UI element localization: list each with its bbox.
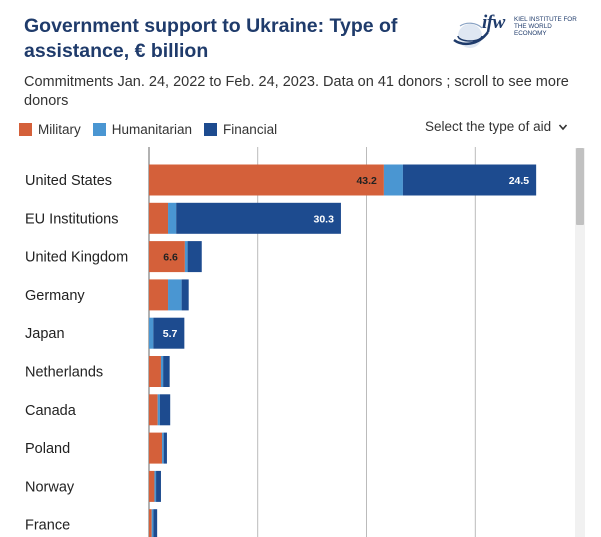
kiel-institute-logo: ifw KIEL INSTITUTE FOR THE WORLD ECONOMY <box>452 10 577 58</box>
bar-humanitarian[interactable] <box>160 356 164 387</box>
legend-swatch-military <box>19 122 32 136</box>
category-label: United Kingdom <box>25 250 128 266</box>
bar-humanitarian[interactable] <box>184 241 188 273</box>
bar-military[interactable] <box>149 202 169 234</box>
bar-military[interactable] <box>149 432 163 464</box>
bar-military[interactable] <box>149 164 384 196</box>
category-label: Japan <box>25 326 65 342</box>
bar-military[interactable] <box>149 509 152 537</box>
bar-humanitarian[interactable] <box>154 470 157 502</box>
legend-swatch-humanitarian <box>92 122 106 136</box>
bar-financial[interactable] <box>163 432 167 464</box>
legend-item-financial: Financial <box>204 122 277 137</box>
legend-label-financial: Financial <box>223 121 278 137</box>
bar-financial[interactable] <box>156 470 161 502</box>
category-label: EU Institutions <box>25 211 119 227</box>
category-label: Netherlands <box>25 365 103 381</box>
bar-military[interactable] <box>149 279 169 311</box>
bar-financial[interactable] <box>187 241 202 273</box>
chart-scrollbar-thumb[interactable] <box>576 148 584 225</box>
category-label: Germany <box>25 288 85 304</box>
logo-institute-name: KIEL INSTITUTE FOR THE WORLD ECONOMY <box>514 16 577 37</box>
aid-type-dropdown-label: Select the type of aid <box>425 119 552 134</box>
chart-title: Government support to Ukraine: Type of a… <box>24 15 398 62</box>
bar-financial[interactable] <box>402 164 537 196</box>
data-label: 24.5 <box>509 175 530 187</box>
legend-label-military: Military <box>38 121 81 137</box>
bar-military[interactable] <box>149 470 155 502</box>
bar-financial[interactable] <box>176 202 341 234</box>
legend-item-military: Military <box>19 122 81 137</box>
category-label: United States <box>25 173 112 189</box>
bar-military[interactable] <box>149 356 161 387</box>
bar-humanitarian[interactable] <box>162 432 164 464</box>
data-label: 6.6 <box>163 252 178 264</box>
data-label: 43.2 <box>356 175 377 187</box>
bar-financial[interactable] <box>153 317 185 349</box>
logo-wordmark: ifw <box>482 12 505 33</box>
legend-label-humanitarian: Humanitarian <box>111 121 193 137</box>
bar-military[interactable] <box>149 241 185 273</box>
category-label: France <box>25 518 70 534</box>
bar-humanitarian[interactable] <box>157 394 160 426</box>
bar-financial[interactable] <box>163 356 170 387</box>
bar-financial[interactable] <box>159 394 171 426</box>
data-label: 30.3 <box>314 213 335 225</box>
chevron-down-icon <box>558 123 568 130</box>
bar-military[interactable] <box>149 394 158 426</box>
globe-icon <box>453 22 490 48</box>
category-label: Norway <box>25 479 75 495</box>
bar-humanitarian[interactable] <box>151 509 154 537</box>
bar-financial[interactable] <box>153 509 158 537</box>
category-label: Poland <box>25 441 70 457</box>
chart-scrollbar-track[interactable] <box>575 148 585 537</box>
bar-humanitarian[interactable] <box>149 317 154 349</box>
data-label: 5.7 <box>163 328 178 340</box>
aid-type-dropdown[interactable]: Select the type of aid <box>425 119 568 134</box>
bar-humanitarian[interactable] <box>168 202 177 234</box>
legend-item-humanitarian: Humanitarian <box>92 121 193 137</box>
category-label: Canada <box>25 403 77 419</box>
chart-legend: Military Humanitarian Financial <box>19 120 289 138</box>
chart-subtitle: Commitments Jan. 24, 2022 to Feb. 24, 20… <box>24 74 569 109</box>
bar-humanitarian[interactable] <box>383 164 403 196</box>
legend-swatch-financial <box>204 122 218 136</box>
bar-financial[interactable] <box>181 279 189 311</box>
bar-chart: United States 43.2 24.5 EU Institutions 30.3… <box>25 147 537 537</box>
bar-humanitarian[interactable] <box>168 279 182 311</box>
